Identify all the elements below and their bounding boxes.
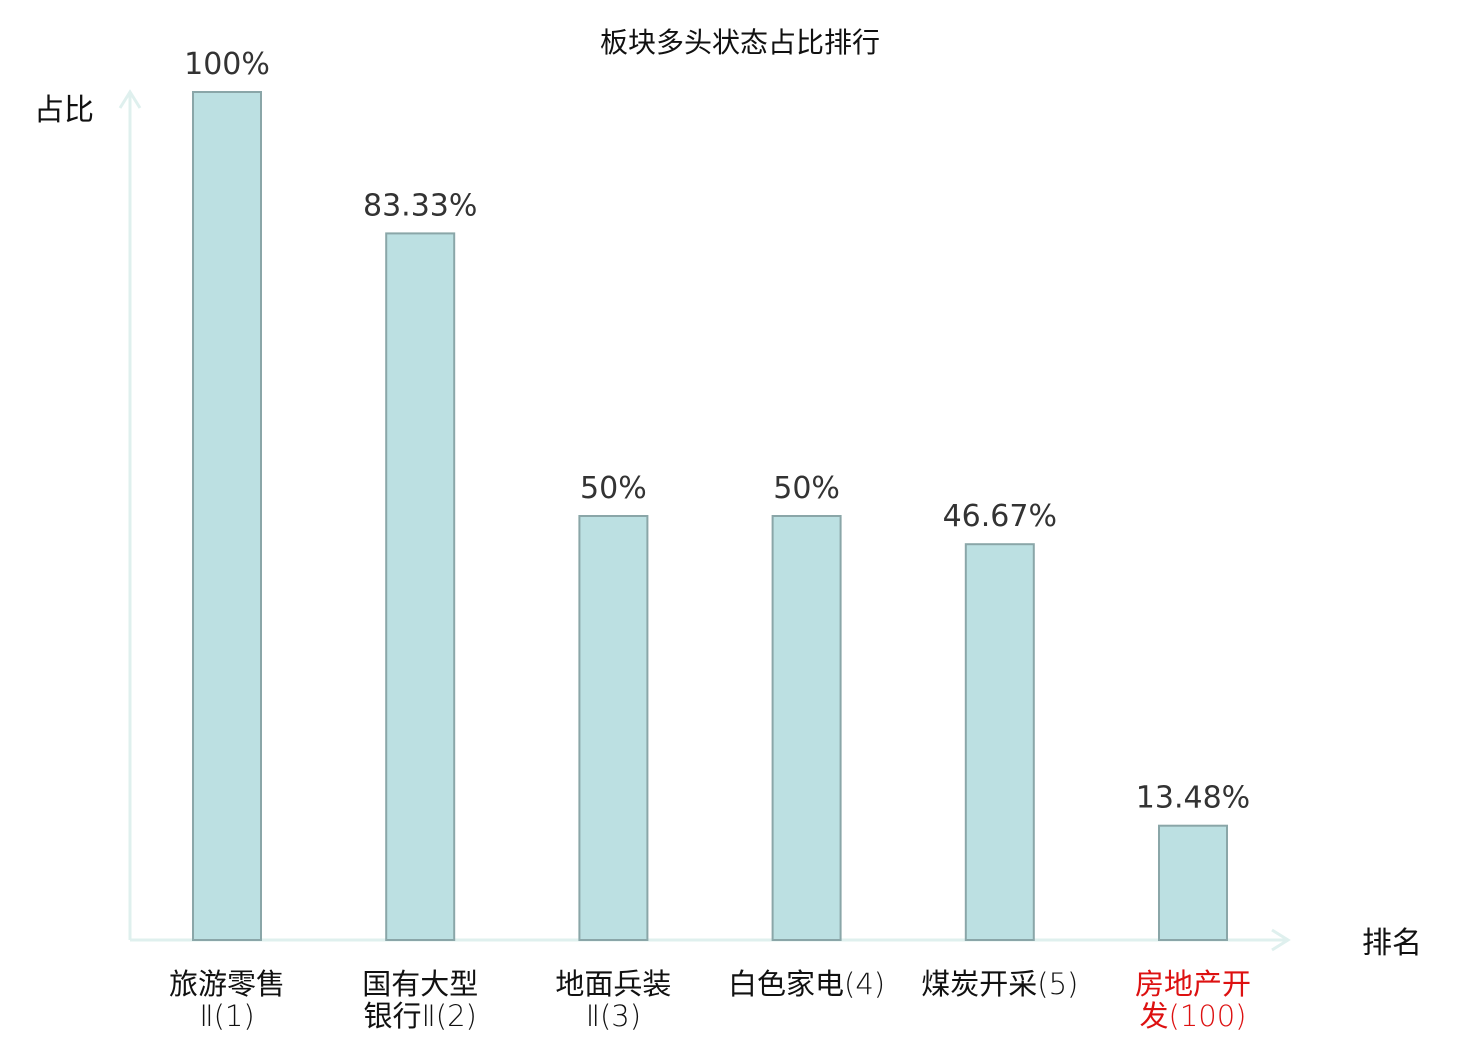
x-tick-label: 发(100): [1140, 999, 1247, 1033]
x-tick-label: 银行Ⅱ(2): [364, 999, 477, 1033]
x-tick-label: 白色家电(4): [728, 967, 885, 1001]
x-tick-label: Ⅱ(3): [586, 999, 641, 1033]
bar: [771, 515, 842, 941]
bar: [192, 91, 262, 941]
bar-value-label: 83.33%: [363, 188, 477, 223]
x-tick-label: 煤炭开采(5): [921, 967, 1078, 1001]
y-axis-label: 占比: [34, 93, 94, 128]
x-tick-label: 旅游零售: [169, 967, 285, 1001]
bar-value-label: 50%: [773, 471, 840, 506]
x-tick-label: Ⅱ(1): [199, 999, 254, 1033]
y-axis-arrow: [118, 89, 142, 109]
bar: [578, 515, 649, 941]
x-tick-label: 国有大型: [362, 967, 478, 1001]
chart-title: 板块多头状态占比排行: [600, 26, 880, 59]
bars-group: [192, 91, 1228, 942]
value-labels-group: 100% 83.33% 50% 50% 46.67% 13.48%: [184, 47, 1250, 816]
x-tick-label: 地面兵装: [555, 967, 671, 1001]
bar-value-label: 46.67%: [943, 499, 1057, 534]
bar: [1158, 824, 1228, 942]
bar-value-label: 50%: [580, 471, 647, 506]
x-axis-arrow: [1271, 928, 1291, 952]
bar-value-label: 13.48%: [1136, 781, 1250, 816]
bar: [385, 232, 456, 941]
x-axis-label: 排名: [1362, 926, 1422, 961]
x-tick-label: 房地产开: [1135, 967, 1251, 1001]
bar-value-label: 100%: [184, 47, 270, 82]
axes: [118, 89, 1291, 952]
bar: [964, 543, 1035, 941]
